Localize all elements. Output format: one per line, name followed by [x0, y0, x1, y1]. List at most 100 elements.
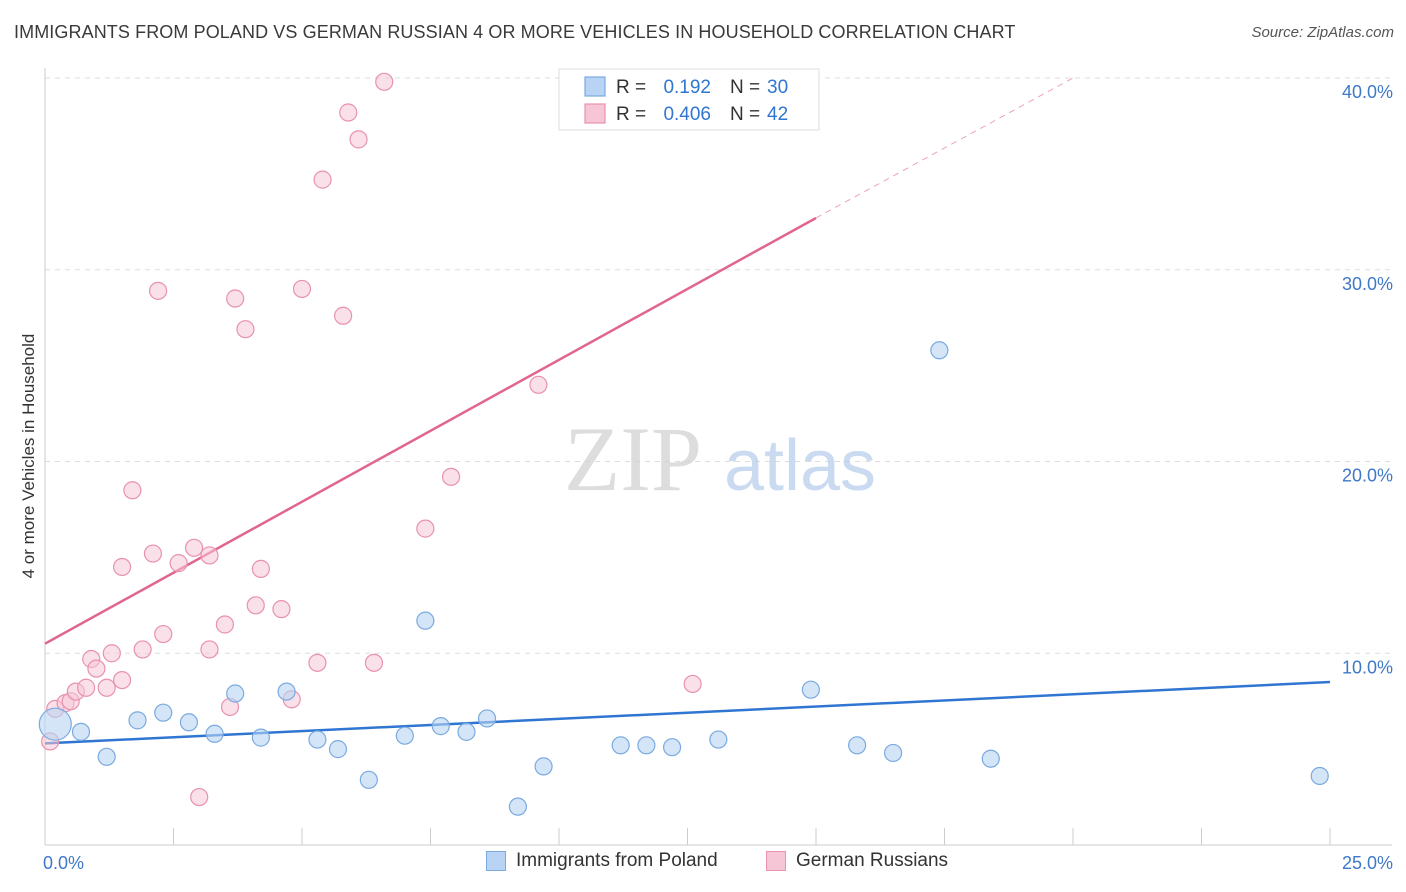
point-poland — [801, 680, 820, 699]
point-poland — [848, 736, 867, 755]
legend-r-value-poland: 0.192 — [663, 77, 711, 98]
point-german-russians — [97, 678, 116, 697]
point-poland — [328, 740, 348, 759]
point-german-russians — [251, 559, 270, 578]
point-german-russians — [349, 130, 368, 149]
y-tick-label: 40.0% — [1342, 82, 1393, 102]
point-german-russians — [339, 103, 358, 122]
point-german-russians — [184, 538, 204, 557]
point-poland — [395, 726, 414, 745]
point-german-russians — [272, 600, 291, 619]
point-german-russians — [169, 554, 188, 573]
legend-swatch-german-russians — [584, 103, 606, 124]
point-poland — [457, 722, 476, 741]
point-poland — [477, 709, 497, 728]
legend-n-value-german-russians: 42 — [767, 104, 788, 125]
x-tick-label: 0.0% — [43, 853, 84, 873]
legend-r-label: R = — [616, 104, 646, 125]
point-poland — [179, 713, 199, 732]
bottom-legend-item-german-russians[interactable]: German Russians — [766, 850, 948, 872]
point-german-russians — [683, 674, 702, 694]
point-german-russians — [364, 653, 384, 672]
point-german-russians — [102, 644, 121, 663]
point-german-russians — [313, 170, 332, 189]
grid-lines — [45, 77, 1392, 654]
point-poland — [251, 728, 270, 747]
trend-line-extension-german-russians — [815, 77, 1074, 219]
source-label: Source: ZipAtlas.com — [1251, 24, 1394, 41]
point-poland — [637, 736, 656, 755]
point-poland — [431, 717, 450, 736]
tick-labels: 10.0% 20.0% 30.0% 40.0% 0.0% 25.0% — [43, 82, 1393, 873]
bottom-legend-item-poland[interactable]: Immigrants from Poland — [486, 850, 718, 872]
point-german-russians — [292, 279, 312, 299]
legend-swatch-poland — [584, 76, 606, 97]
y-axis-label: 4 or more Vehicles in Household — [19, 334, 38, 579]
point-poland — [359, 770, 378, 789]
point-poland — [128, 711, 147, 730]
point-german-russians — [215, 615, 234, 634]
watermark: ZIP atlas — [564, 408, 876, 510]
point-german-russians — [148, 281, 168, 300]
legend-n-value-poland: 30 — [767, 77, 788, 98]
point-german-russians — [226, 289, 245, 308]
point-poland — [277, 682, 296, 701]
trend-line-german-russians — [44, 216, 817, 645]
point-german-russians — [200, 640, 219, 659]
bottom-legend: Immigrants from Poland German Russians — [0, 850, 1406, 880]
point-german-russians — [416, 519, 435, 538]
point-german-russians — [529, 375, 548, 394]
point-german-russians — [112, 670, 132, 690]
point-german-russians — [441, 467, 461, 486]
point-german-russians — [236, 320, 255, 339]
point-german-russians — [200, 546, 219, 565]
point-poland — [1310, 766, 1329, 786]
point-poland — [416, 611, 435, 630]
legend-r-value-german-russians: 0.406 — [663, 104, 711, 125]
point-poland — [97, 747, 116, 766]
legend-r-label: R = — [616, 77, 646, 98]
correlation-legend: R = 0.192 N = 30 R = 0.406 N = 42 — [558, 68, 820, 131]
y-tick-label: 20.0% — [1342, 466, 1393, 486]
legend-n-label: N = — [730, 77, 760, 98]
bottom-legend-swatch-german-russians — [766, 851, 786, 871]
point-german-russians — [190, 787, 209, 807]
chart-title: IMMIGRANTS FROM POLAND VS GERMAN RUSSIAN… — [14, 22, 1016, 42]
point-german-russians — [143, 544, 163, 563]
point-poland — [226, 684, 245, 703]
point-german-russians — [87, 659, 106, 678]
bottom-legend-label-poland: Immigrants from Poland — [516, 850, 718, 871]
point-poland — [508, 797, 527, 816]
point-german-russians — [375, 72, 394, 91]
point-poland — [709, 730, 728, 749]
point-poland — [930, 341, 949, 360]
y-tick-label: 10.0% — [1342, 657, 1393, 677]
point-german-russians — [154, 624, 173, 644]
watermark-atlas: atlas — [724, 426, 876, 506]
point-poland — [883, 743, 903, 763]
point-poland — [662, 738, 682, 757]
point-poland — [154, 703, 173, 722]
axes — [44, 68, 1392, 846]
point-german-russians — [246, 596, 265, 615]
point-poland — [205, 724, 224, 743]
data-points — [38, 72, 1329, 816]
point-poland — [308, 730, 327, 749]
bottom-legend-swatch-poland — [486, 851, 506, 871]
watermark-zip: ZIP — [564, 408, 702, 510]
point-german-russians — [112, 557, 132, 577]
point-poland — [71, 722, 91, 741]
legend-n-label: N = — [730, 104, 760, 125]
y-tick-label: 30.0% — [1342, 274, 1393, 294]
point-poland — [38, 707, 72, 741]
x-tick-label: 25.0% — [1342, 853, 1393, 873]
point-poland — [534, 757, 553, 776]
point-poland — [611, 736, 630, 755]
point-german-russians — [123, 481, 142, 500]
point-german-russians — [77, 678, 96, 697]
point-german-russians — [334, 306, 353, 325]
bottom-legend-label-german-russians: German Russians — [796, 850, 949, 871]
point-poland — [981, 749, 1000, 768]
point-german-russians — [133, 640, 152, 659]
